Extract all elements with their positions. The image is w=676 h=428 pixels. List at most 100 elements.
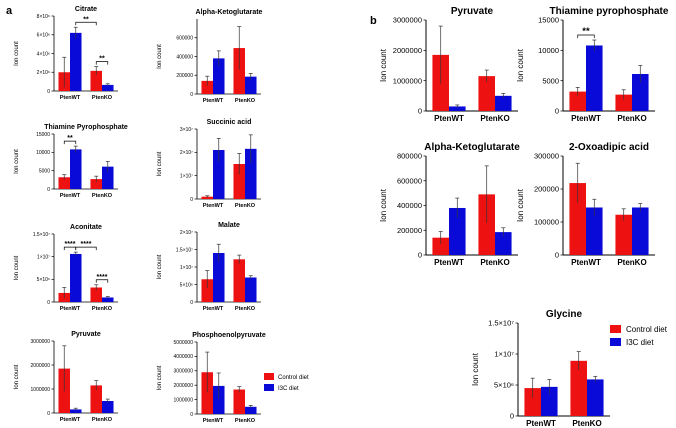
y-tick-label: 2×10⁶ [37, 70, 50, 76]
y-tick-label: 0 [510, 412, 514, 421]
chart-title: Aconitate [70, 224, 102, 231]
y-tick-label: 3000000 [393, 16, 422, 25]
y-tick-label: 1000000 [31, 387, 51, 393]
y-tick-label: 0 [47, 89, 50, 95]
bar-ptenwt-control [524, 388, 541, 416]
bar-ptenko-control [90, 287, 102, 302]
bar-ptenko-i3c [632, 73, 649, 111]
y-tick-label: 1.5×10⁷ [33, 232, 50, 238]
bar-ptenko-i3c [102, 297, 114, 302]
y-tick-label: 15000 [538, 16, 559, 25]
y-tick-label: 2000000 [393, 46, 422, 55]
chart-title: Glycine [546, 309, 583, 320]
y-tick-label: 1000000 [174, 397, 194, 403]
legend-b-control-swatch [610, 325, 621, 333]
y-tick-label: 1×10⁷ [180, 265, 193, 271]
chart-title: Alpha-Ketoglutarate [424, 142, 520, 153]
y-axis-label: Ion count [379, 48, 388, 82]
x-category-label: PtenKO [235, 98, 256, 104]
bar-ptenwt-control [569, 91, 586, 111]
x-category-label: PtenWT [203, 306, 224, 312]
y-tick-label: 3000000 [174, 369, 194, 375]
y-tick-label: 5×10⁶ [180, 282, 193, 288]
y-tick-label: 1.5×10⁷ [176, 247, 193, 253]
y-tick-label: 3×10⁷ [180, 127, 193, 133]
x-category-label: PtenKO [92, 193, 113, 199]
bar-ptenko-i3c [245, 148, 257, 199]
significance-bracket [63, 140, 77, 145]
bar-ptenwt-control [432, 237, 449, 255]
chart-title: Succinic acid [207, 119, 252, 126]
chart-a-malate: Malate Ion count 0 5×10⁶ 1×10⁷ 1.5×10⁷ 2×10⁷ Pt… [157, 222, 261, 312]
bar-ptenwt-i3c [449, 207, 466, 255]
x-category-label: PtenKO [235, 418, 256, 424]
chart-title: Thiamine Pyrophosphate [44, 124, 128, 131]
y-tick-label: 0 [190, 197, 193, 203]
chart-title: 2-Oxoadipic acid [569, 142, 649, 153]
bar-ptenwt-i3c [70, 149, 82, 189]
significance-label: ** [99, 56, 105, 63]
bar-ptenwt-control [569, 183, 586, 255]
y-tick-label: 1×10⁷ [494, 350, 514, 359]
y-tick-label: 0 [47, 411, 50, 417]
y-tick-label: 15000 [36, 132, 50, 138]
legend-a-i3c-label: I3C diet [278, 386, 299, 392]
bar-ptenko-control [90, 385, 102, 413]
y-tick-label: 6×10⁶ [37, 33, 50, 39]
bar-ptenwt-i3c [70, 253, 82, 302]
legend-b: Control diet I3C diet [610, 325, 668, 347]
chart-a-aconitate: Aconitate Ion count 0 5×10⁶ 1×10⁷ 1.5×10⁷ Pten… [14, 224, 118, 312]
chart-a-akg: Alpha-Ketoglutarate Ion count 0 200000 40000… [157, 9, 263, 104]
bar-ptenwt-i3c [449, 106, 466, 111]
y-tick-label: 0 [190, 92, 193, 98]
bar-ptenko-i3c [245, 76, 257, 94]
bar-ptenko-i3c [587, 379, 604, 416]
bar-ptenko-control [233, 259, 245, 302]
legend-a-i3c-swatch [264, 384, 274, 391]
y-axis-label: Ion count [14, 255, 20, 280]
bar-ptenko-i3c [632, 207, 649, 255]
bar-ptenwt-i3c [541, 386, 558, 416]
panel-label-b: b [370, 15, 377, 27]
x-category-label: PtenWT [434, 258, 464, 267]
bar-ptenwt-i3c [586, 207, 603, 255]
bar-ptenwt-i3c [213, 58, 225, 94]
significance-label: **** [65, 241, 76, 248]
chart-title: Phosphoenolpyruvate [192, 332, 266, 339]
x-category-label: PtenWT [60, 417, 81, 423]
significance-label: ** [67, 135, 73, 142]
y-axis-label: Ion count [379, 188, 388, 222]
significance-bracket [95, 279, 109, 283]
chart-title: Citrate [75, 6, 97, 13]
bar-ptenko-i3c [102, 166, 114, 189]
y-tick-label: 2×10⁷ [180, 230, 193, 236]
significance-label: **** [81, 241, 92, 248]
y-axis-label: Ion count [157, 44, 163, 69]
y-tick-label: 10000 [538, 46, 559, 55]
y-tick-label: 2000000 [174, 383, 194, 389]
significance-label: ** [582, 26, 590, 37]
bar-ptenko-control [90, 70, 102, 91]
x-category-label: PtenKO [235, 306, 256, 312]
y-tick-label: 0 [190, 412, 193, 418]
bar-ptenko-i3c [245, 406, 257, 414]
y-tick-label: 5000 [39, 168, 50, 174]
y-axis-label: Ion count [516, 188, 525, 222]
chart-title: Alpha-Ketoglutarate [196, 9, 263, 16]
x-category-label: PtenWT [60, 193, 81, 199]
chart-title: Thiamine pyrophosphate [550, 6, 669, 17]
significance-bracket [75, 246, 97, 251]
y-axis-label: Ion count [471, 352, 480, 386]
charts: Citrate Ion count 0 2×10⁶ 4×10⁶ 6×10⁶ 8×10⁶ Pte… [14, 6, 669, 428]
chart-a-pep: Phosphoenolpyruvate Ion count 0 1000000 2000… [157, 332, 266, 424]
x-category-label: PtenKO [480, 258, 509, 267]
y-tick-label: 600000 [176, 36, 193, 42]
x-category-label: PtenWT [434, 114, 464, 123]
y-tick-label: 0 [418, 251, 422, 260]
y-axis-label: Ion count [157, 254, 163, 279]
x-category-label: PtenWT [203, 418, 224, 424]
y-tick-label: 0 [555, 251, 559, 260]
y-tick-label: 0 [47, 300, 50, 306]
bar-ptenwt-control [58, 177, 70, 189]
